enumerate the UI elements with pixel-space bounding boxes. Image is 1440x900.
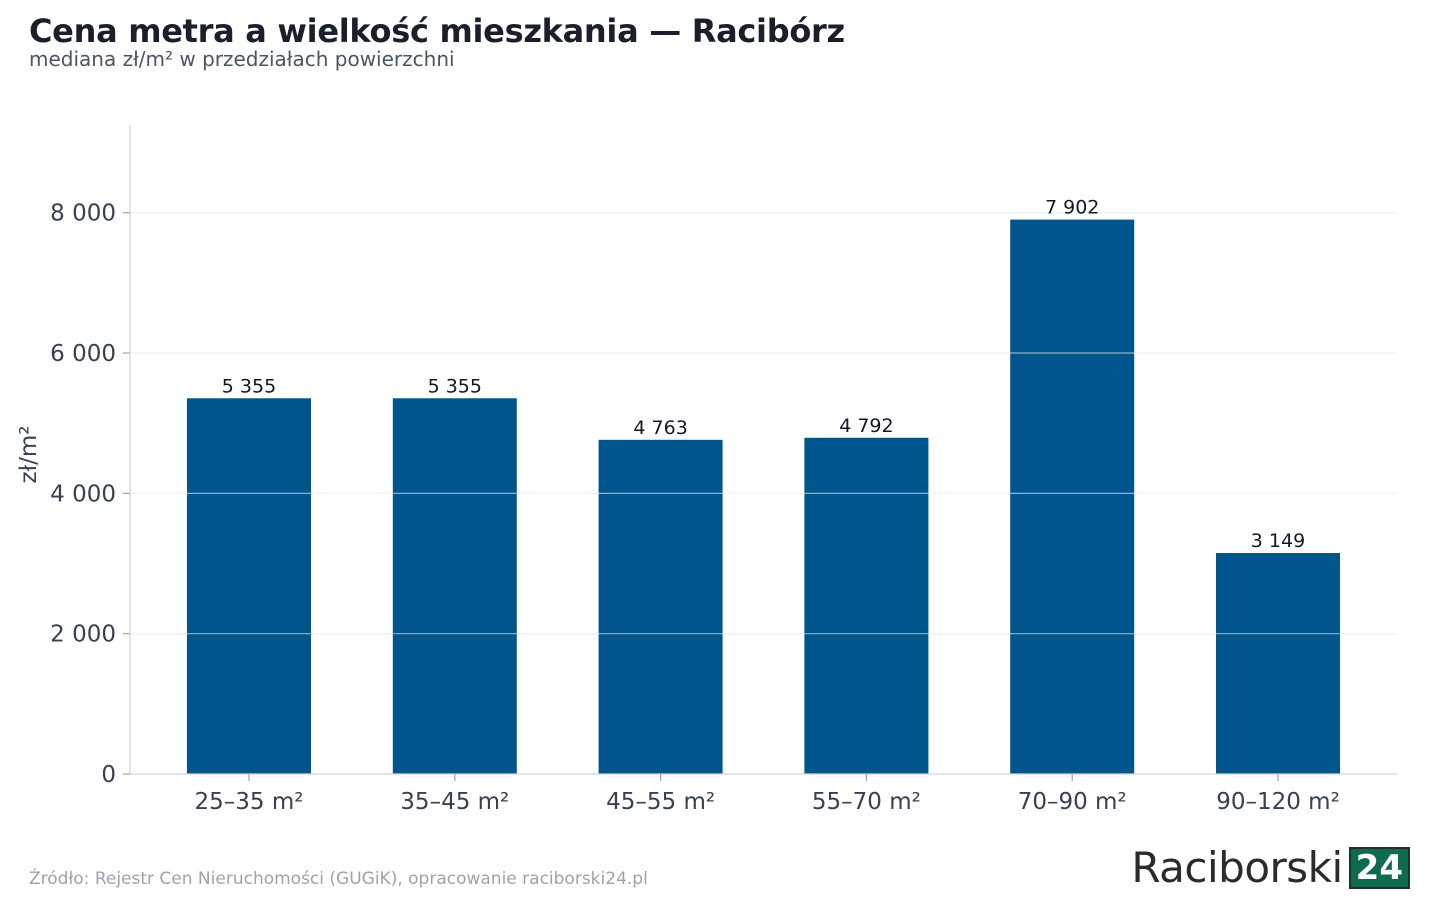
y-tick-label: 6 000 [50,341,116,367]
y-tick-label: 4 000 [50,481,116,507]
logo-text: Raciborski [1131,843,1343,892]
value-label: 7 902 [1045,197,1099,219]
x-tick-label: 55–70 m² [812,789,921,815]
logo-badge: 24 [1348,847,1410,889]
bar[interactable] [187,398,311,774]
value-label: 5 355 [428,375,482,397]
y-axis-label: zł/m² [16,426,42,484]
y-tick-label: 2 000 [50,622,116,648]
value-label: 3 149 [1251,530,1305,552]
x-tick-label: 25–35 m² [195,789,304,815]
value-label: 5 355 [222,375,276,397]
bar[interactable] [598,439,723,774]
chart-title: Cena metra a wielkość mieszkania — Racib… [29,12,845,50]
value-label: 4 763 [633,417,687,439]
raciborski24-logo[interactable]: Raciborski 24 [1131,846,1410,890]
labels: 0 2 000 4 000 6 000 8 000 25–35 m² 5 355 35–45 … [16,197,1340,815]
bar[interactable] [1216,553,1340,774]
y-tick-label: 8 000 [50,201,116,227]
x-tick-label: 45–55 m² [606,789,715,815]
bar[interactable] [1010,219,1135,774]
axes [123,125,1397,781]
grid-lines [130,212,1397,635]
chart-subtitle: mediana zł/m² w przedziałach powierzchni [29,47,455,71]
source-note: Źródło: Rejestr Cen Nieruchomości (GUGiK… [29,869,648,889]
x-tick-label: 90–120 m² [1216,789,1340,815]
x-tick-label: 35–45 m² [400,789,509,815]
bar[interactable] [804,437,929,774]
x-tick-label: 70–90 m² [1018,789,1127,815]
value-label: 4 792 [839,415,893,437]
bar[interactable] [392,398,517,774]
y-tick-label: 0 [101,762,116,788]
bars [130,212,1397,774]
